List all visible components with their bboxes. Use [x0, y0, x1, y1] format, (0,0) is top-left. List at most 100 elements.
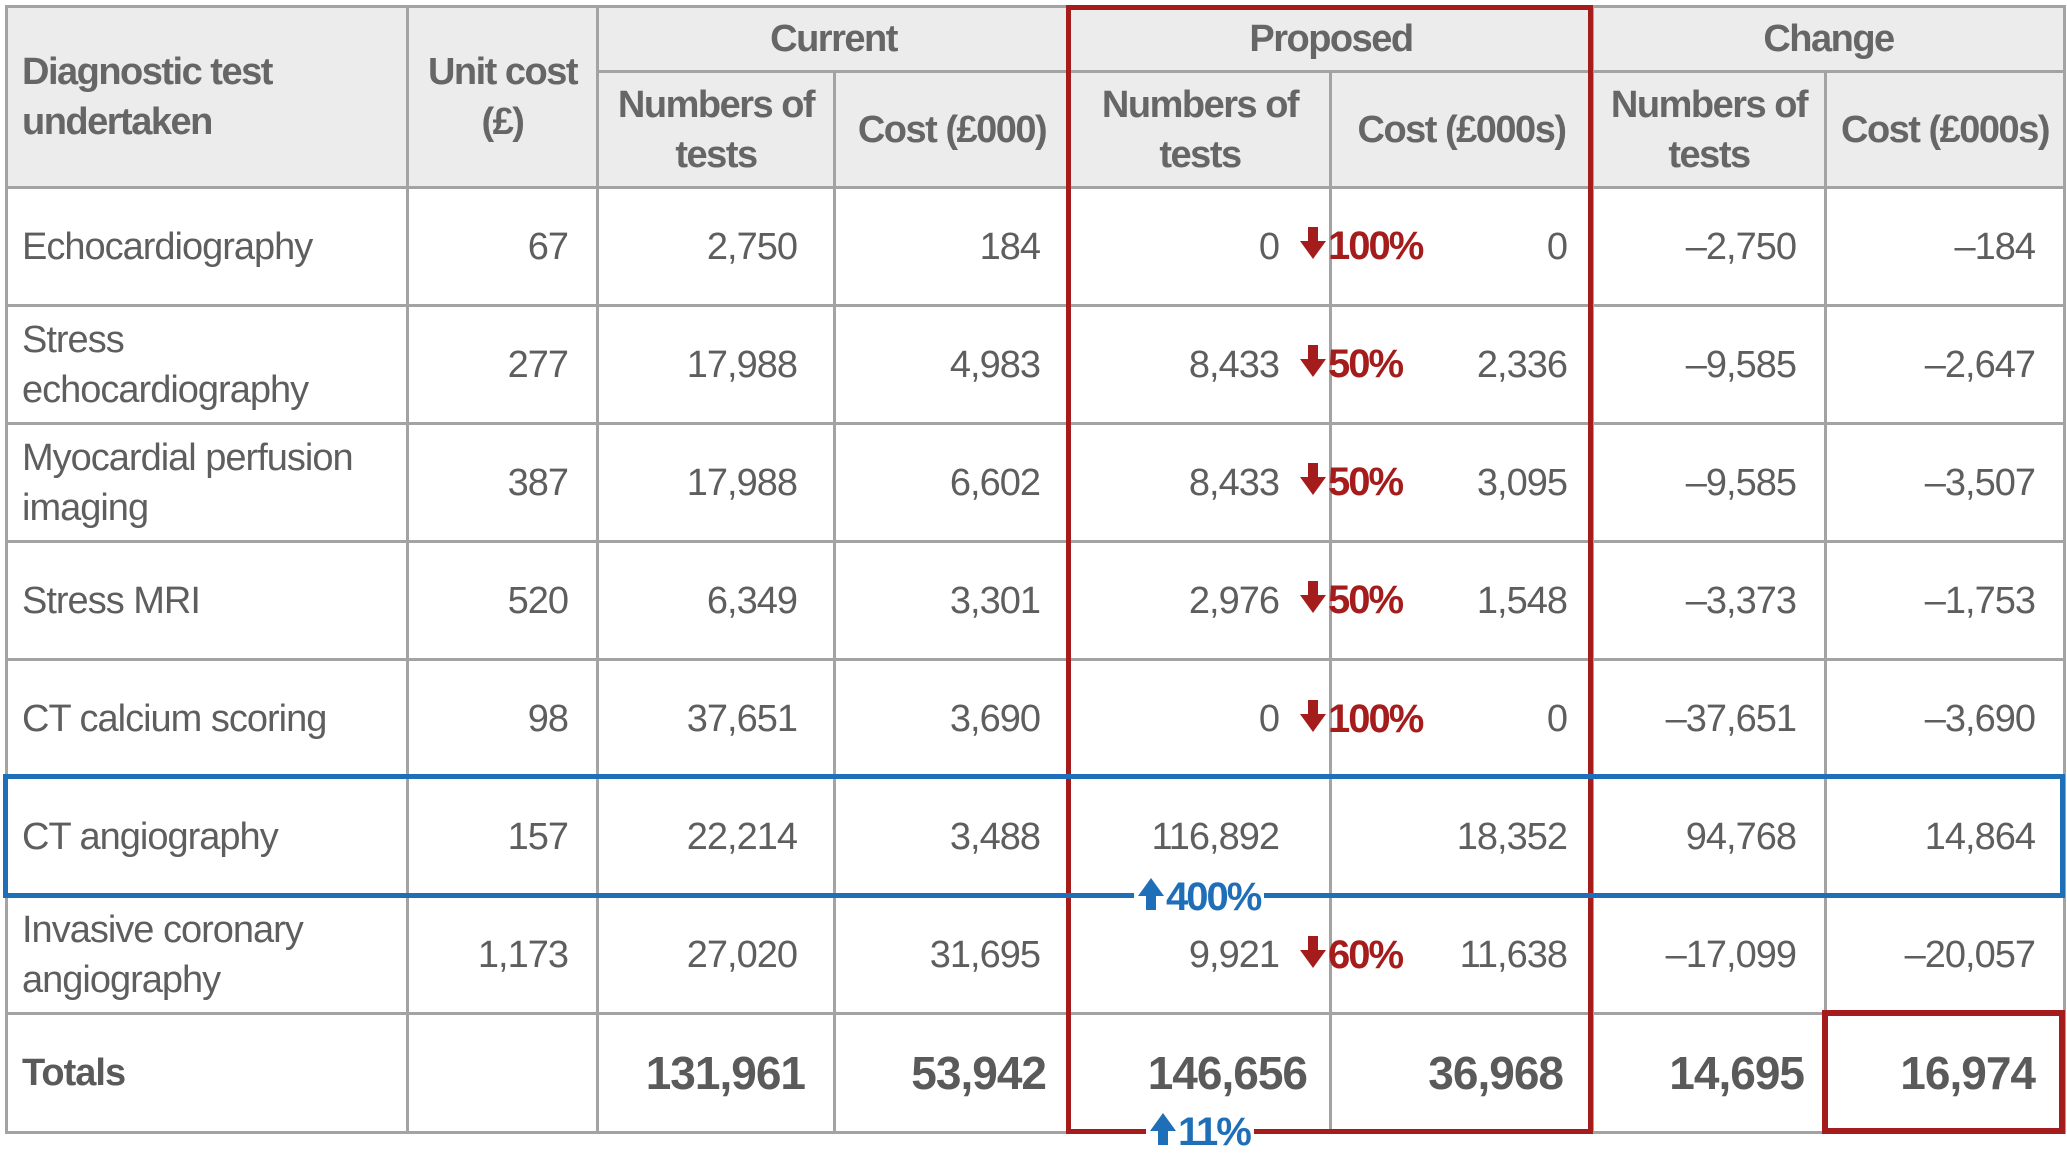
arrow-down-icon [1300, 933, 1328, 978]
current-numbers: 17,988 [596, 422, 836, 543]
totals-row: Totals 131,961 53,942 146,656 36,968 14,… [5, 1012, 2066, 1134]
table-row: Stress echocardiography 277 17,988 4,983 8,4… [5, 304, 2066, 425]
change-numbers: 94,768 [1591, 776, 1827, 897]
arrow-down-icon [1300, 224, 1328, 269]
header-test: Diagnostic test undertaken [5, 5, 409, 189]
totals-change-numbers: 14,695 [1591, 1012, 1827, 1134]
current-cost: 31,695 [833, 894, 1071, 1015]
change-numbers: –17,099 [1591, 894, 1827, 1015]
decrease-percent-label: 50% [1300, 578, 1404, 623]
table-row: Invasive coronary angiography 1,173 27,020… [5, 894, 2066, 1015]
current-numbers: 17,988 [596, 304, 836, 425]
decrease-percent-label: 50% [1300, 460, 1404, 505]
arrow-up-icon [1138, 875, 1166, 920]
totals-proposed-cost: 36,968 [1329, 1012, 1594, 1134]
current-numbers: 6,349 [596, 540, 836, 661]
unit-cost: 67 [406, 186, 599, 307]
header-current: Current [596, 5, 1071, 73]
totals-unit [406, 1012, 599, 1134]
test-name: Echocardiography [5, 186, 409, 307]
proposed-cost: 0 [1329, 186, 1594, 307]
header-change-cost: Cost (£000s) [1824, 70, 2066, 189]
test-name: CT calcium scoring [5, 658, 409, 779]
current-numbers: 2,750 [596, 186, 836, 307]
arrow-down-icon [1300, 342, 1328, 387]
test-name: Myocardial perfusion imaging [5, 422, 409, 543]
change-cost: –2,647 [1824, 304, 2066, 425]
change-numbers: –9,585 [1591, 304, 1827, 425]
percent-text: 50% [1328, 342, 1404, 386]
totals-current-cost: 53,942 [833, 1012, 1071, 1134]
table-row: Stress MRI 520 6,349 3,301 2,976 1,548 –3,373–… [5, 540, 2066, 661]
current-cost: 3,301 [833, 540, 1071, 661]
arrow-down-icon [1300, 697, 1328, 742]
table-row: Echocardiography 67 2,750 184 0 0 –2,750 –184 [5, 186, 2066, 307]
diagnostic-cost-table: Diagnostic test undertaken Unit cost (£)… [5, 5, 2066, 1134]
unit-cost: 520 [406, 540, 599, 661]
test-name: Stress echocardiography [5, 304, 409, 425]
table-row: Myocardial perfusion imaging 387 17,988 6,6… [5, 422, 2066, 543]
current-cost: 3,488 [833, 776, 1071, 897]
current-cost: 184 [833, 186, 1071, 307]
decrease-percent-label: 100% [1300, 697, 1424, 742]
proposed-cost: 11,638 [1329, 894, 1594, 1015]
current-cost: 6,602 [833, 422, 1071, 543]
proposed-cost: 1,548 [1329, 540, 1594, 661]
proposed-numbers: 0 [1068, 186, 1332, 307]
proposed-numbers: 2,976 [1068, 540, 1332, 661]
change-numbers: –2,750 [1591, 186, 1827, 307]
unit-cost: 387 [406, 422, 599, 543]
test-name: Stress MRI [5, 540, 409, 661]
change-numbers: –9,585 [1591, 422, 1827, 543]
header-current-numbers: Numbers of tests [596, 70, 836, 189]
proposed-cost: 2,336 [1329, 304, 1594, 425]
percent-text: 60% [1328, 933, 1404, 977]
header-proposed-cost: Cost (£000s) [1329, 70, 1594, 189]
proposed-cost: 18,352 [1329, 776, 1594, 897]
current-numbers: 22,214 [596, 776, 836, 897]
unit-cost: 98 [406, 658, 599, 779]
totals-label: Totals [5, 1012, 409, 1134]
table-row: CT calcium scoring 98 37,651 3,690 0 0 –37,651… [5, 658, 2066, 779]
unit-cost: 157 [406, 776, 599, 897]
current-cost: 3,690 [833, 658, 1071, 779]
test-name: Invasive coronary angiography [5, 894, 409, 1015]
arrow-up-icon [1150, 1110, 1178, 1155]
percent-text: 100% [1328, 697, 1424, 741]
table-row: CT angiography 157 22,214 3,488 116,892 18,35… [5, 776, 2066, 897]
header-change-numbers: Numbers of tests [1591, 70, 1827, 189]
total-increase-percent-label: 11% [1146, 1110, 1254, 1155]
totals-current-numbers: 131,961 [596, 1012, 836, 1134]
arrow-down-icon [1300, 460, 1328, 505]
change-cost: –3,507 [1824, 422, 2066, 543]
change-cost: –184 [1824, 186, 2066, 307]
change-cost: –3,690 [1824, 658, 2066, 779]
header-unit-cost: Unit cost (£) [406, 5, 599, 189]
change-cost: –1,753 [1824, 540, 2066, 661]
change-cost: –20,057 [1824, 894, 2066, 1015]
decrease-percent-label: 60% [1300, 933, 1404, 978]
header-proposed-numbers: Numbers of tests [1068, 70, 1332, 189]
unit-cost: 1,173 [406, 894, 599, 1015]
change-numbers: –37,651 [1591, 658, 1827, 779]
header-proposed: Proposed [1068, 5, 1594, 73]
percent-text: 400% [1166, 875, 1262, 919]
arrow-down-icon [1300, 578, 1328, 623]
current-numbers: 37,651 [596, 658, 836, 779]
change-cost: 14,864 [1824, 776, 2066, 897]
header-current-cost: Cost (£000) [833, 70, 1071, 189]
increase-percent-label: 400% [1134, 875, 1265, 920]
percent-text: 50% [1328, 578, 1404, 622]
current-cost: 4,983 [833, 304, 1071, 425]
test-name: CT angiography [5, 776, 409, 897]
proposed-numbers: 8,433 [1068, 304, 1332, 425]
change-numbers: –3,373 [1591, 540, 1827, 661]
current-numbers: 27,020 [596, 894, 836, 1015]
header-change: Change [1591, 5, 2066, 73]
proposed-numbers: 8,433 [1068, 422, 1332, 543]
percent-text: 11% [1178, 1110, 1252, 1154]
decrease-percent-label: 50% [1300, 342, 1404, 387]
percent-text: 50% [1328, 460, 1404, 504]
totals-change-cost: 16,974 [1824, 1012, 2066, 1134]
unit-cost: 277 [406, 304, 599, 425]
